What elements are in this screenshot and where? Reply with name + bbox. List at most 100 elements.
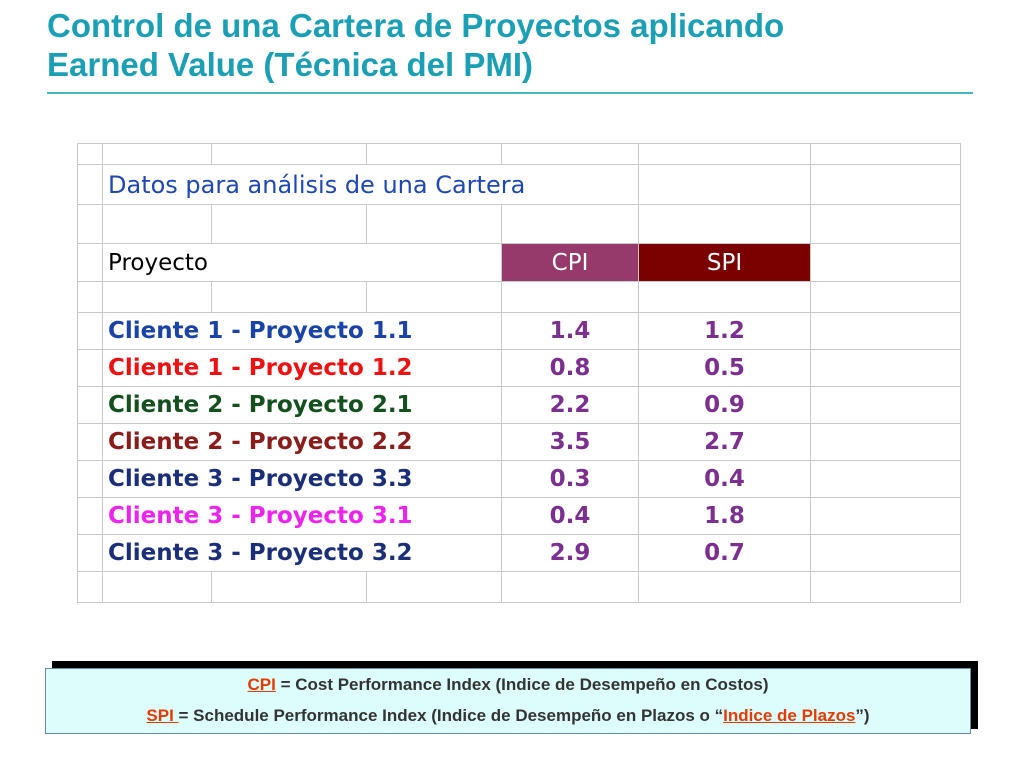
legend-spi-line: SPI = Schedule Performance Index (Indice… xyxy=(46,700,970,731)
legend-cpi-text: = Cost Performance Index (Indice de Dese… xyxy=(275,675,769,694)
legend-spi-end: ”) xyxy=(855,706,870,725)
cell[interactable] xyxy=(810,460,961,498)
legend-spi-abbr: SPI xyxy=(146,706,179,725)
table-row: Cliente 2 - Proyecto 2.1 2.2 0.9 xyxy=(77,386,961,424)
cpi-value[interactable]: 2.9 xyxy=(501,534,639,572)
cell[interactable] xyxy=(366,571,502,603)
cell[interactable] xyxy=(366,143,502,165)
table-row: Cliente 1 - Proyecto 1.1 1.4 1.2 xyxy=(77,312,961,350)
spi-value[interactable]: 1.8 xyxy=(638,497,811,535)
cpi-value[interactable]: 0.3 xyxy=(501,460,639,498)
cell[interactable] xyxy=(102,143,212,165)
project-name[interactable]: Cliente 3 - Proyecto 3.1 xyxy=(102,497,502,535)
table-row: Cliente 3 - Proyecto 3.1 0.4 1.8 xyxy=(77,497,961,535)
legend-cpi-abbr: CPI xyxy=(247,675,276,694)
cell[interactable] xyxy=(810,243,961,282)
cell[interactable] xyxy=(501,143,639,165)
legend-box: CPI = Cost Performance Index (Indice de … xyxy=(45,668,971,734)
spi-value[interactable]: 2.7 xyxy=(638,423,811,461)
cell[interactable] xyxy=(810,312,961,350)
cell[interactable] xyxy=(77,460,103,498)
cell[interactable] xyxy=(77,312,103,350)
cell[interactable] xyxy=(366,281,502,313)
spreadsheet-grid: Datos para análisis de una Cartera Proye… xyxy=(77,143,961,603)
spi-value[interactable]: 0.4 xyxy=(638,460,811,498)
project-name[interactable]: Cliente 2 - Proyecto 2.1 xyxy=(102,386,502,424)
header-spi[interactable]: SPI xyxy=(638,243,811,282)
sheet-caption[interactable]: Datos para análisis de una Cartera xyxy=(102,164,639,205)
cpi-value[interactable]: 0.8 xyxy=(501,349,639,387)
cell[interactable] xyxy=(102,571,212,603)
spi-value[interactable]: 0.7 xyxy=(638,534,811,572)
cell[interactable] xyxy=(638,143,811,165)
cell[interactable] xyxy=(501,571,639,603)
spi-value[interactable]: 1.2 xyxy=(638,312,811,350)
cell[interactable] xyxy=(810,534,961,572)
slide-title: Control de una Cartera de Proyectos apli… xyxy=(47,6,977,84)
project-name[interactable]: Cliente 3 - Proyecto 3.2 xyxy=(102,534,502,572)
cpi-value[interactable]: 0.4 xyxy=(501,497,639,535)
cell[interactable] xyxy=(810,164,961,205)
spi-value[interactable]: 0.9 xyxy=(638,386,811,424)
cell[interactable] xyxy=(77,164,103,205)
cell[interactable] xyxy=(810,204,961,244)
cpi-value[interactable]: 1.4 xyxy=(501,312,639,350)
cell[interactable] xyxy=(810,281,961,313)
sheet-row-empty xyxy=(77,281,961,313)
project-name[interactable]: Cliente 1 - Proyecto 1.1 xyxy=(102,312,502,350)
sheet-row-empty xyxy=(77,571,961,603)
table-row: Cliente 1 - Proyecto 1.2 0.8 0.5 xyxy=(77,349,961,387)
cell[interactable] xyxy=(77,423,103,461)
cell[interactable] xyxy=(810,349,961,387)
sheet-row-empty xyxy=(77,204,961,244)
cell[interactable] xyxy=(77,386,103,424)
title-line-2: Earned Value (Técnica del PMI) xyxy=(47,46,533,83)
cell[interactable] xyxy=(501,204,639,244)
cell[interactable] xyxy=(77,143,103,165)
sheet-row-empty xyxy=(77,143,961,165)
cell[interactable] xyxy=(810,386,961,424)
cell[interactable] xyxy=(77,204,103,244)
cell[interactable] xyxy=(638,164,811,205)
header-project[interactable]: Proyecto xyxy=(102,243,502,282)
cell[interactable] xyxy=(77,281,103,313)
project-name[interactable]: Cliente 3 - Proyecto 3.3 xyxy=(102,460,502,498)
cell[interactable] xyxy=(638,281,811,313)
cell[interactable] xyxy=(77,534,103,572)
title-line-1: Control de una Cartera de Proyectos apli… xyxy=(47,7,785,44)
cell[interactable] xyxy=(810,423,961,461)
legend-cpi-line: CPI = Cost Performance Index (Indice de … xyxy=(46,669,970,700)
project-name[interactable]: Cliente 2 - Proyecto 2.2 xyxy=(102,423,502,461)
table-row: Cliente 3 - Proyecto 3.3 0.3 0.4 xyxy=(77,460,961,498)
cell[interactable] xyxy=(211,281,367,313)
cell[interactable] xyxy=(77,497,103,535)
cell[interactable] xyxy=(211,143,367,165)
cell[interactable] xyxy=(810,497,961,535)
title-divider xyxy=(47,92,973,94)
cell[interactable] xyxy=(102,204,212,244)
cell[interactable] xyxy=(211,571,367,603)
project-name[interactable]: Cliente 1 - Proyecto 1.2 xyxy=(102,349,502,387)
cpi-value[interactable]: 2.2 xyxy=(501,386,639,424)
cell[interactable] xyxy=(501,281,639,313)
spi-value[interactable]: 0.5 xyxy=(638,349,811,387)
header-cpi[interactable]: CPI xyxy=(501,243,639,282)
cpi-value[interactable]: 3.5 xyxy=(501,423,639,461)
cell[interactable] xyxy=(211,204,367,244)
legend-spi-text: = Schedule Performance Index (Indice de … xyxy=(178,706,724,725)
cell[interactable] xyxy=(638,204,811,244)
table-row: Cliente 2 - Proyecto 2.2 3.5 2.7 xyxy=(77,423,961,461)
cell[interactable] xyxy=(366,204,502,244)
project-rows: Cliente 1 - Proyecto 1.1 1.4 1.2 Cliente 1 … xyxy=(77,312,961,572)
cell[interactable] xyxy=(810,571,961,603)
table-row: Cliente 3 - Proyecto 3.2 2.9 0.7 xyxy=(77,534,961,572)
sheet-header-row: Proyecto CPI SPI xyxy=(77,243,961,282)
cell[interactable] xyxy=(77,349,103,387)
cell[interactable] xyxy=(77,243,103,282)
cell[interactable] xyxy=(638,571,811,603)
cell[interactable] xyxy=(810,143,961,165)
cell[interactable] xyxy=(77,571,103,603)
sheet-row-caption: Datos para análisis de una Cartera xyxy=(77,164,961,205)
cell[interactable] xyxy=(102,281,212,313)
legend-spi-highlight: Indice de Plazos xyxy=(723,706,856,725)
